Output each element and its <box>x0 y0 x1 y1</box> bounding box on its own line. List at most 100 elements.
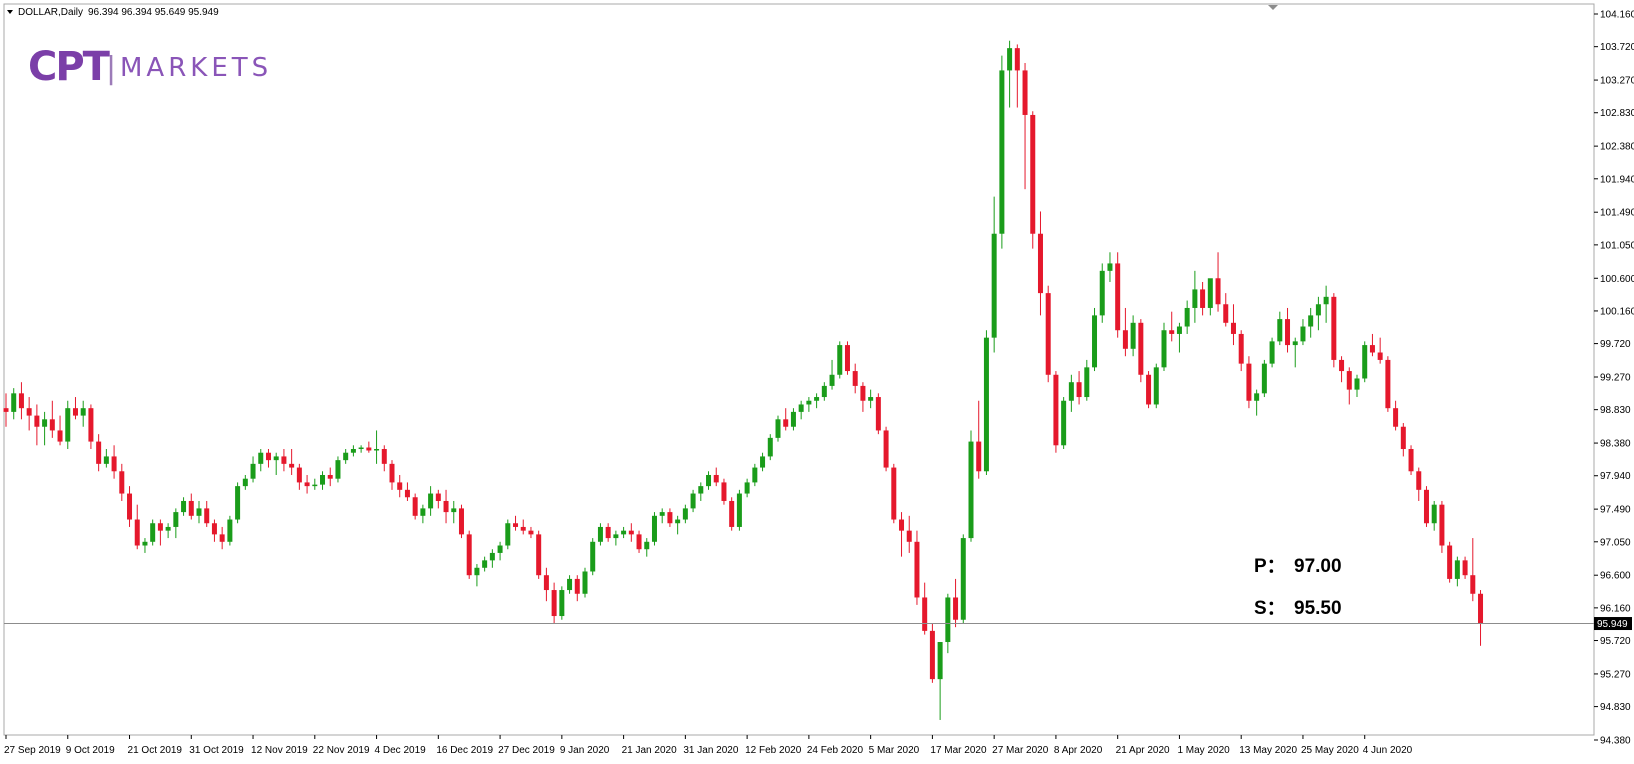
x-tick-label: 24 Feb 2020 <box>807 745 864 756</box>
candle-body <box>937 642 943 680</box>
x-tick-label: 21 Jan 2020 <box>622 745 677 756</box>
x-tick-label: 12 Nov 2019 <box>251 745 308 756</box>
candle-body <box>34 415 40 427</box>
candle-body <box>296 467 302 483</box>
candle-body <box>1146 374 1152 405</box>
candle-body <box>1462 560 1468 576</box>
candle-body <box>559 590 565 617</box>
candle-body <box>273 456 279 461</box>
candle-body <box>451 508 457 513</box>
y-tick-label: 98.830 <box>1600 405 1631 416</box>
chart-header: DOLLAR,Daily 96.394 96.394 95.649 95.949 <box>7 7 219 18</box>
candle-body <box>590 541 596 572</box>
candle-body <box>1215 278 1221 305</box>
candle-body <box>1315 304 1321 316</box>
candle-body <box>1308 315 1314 327</box>
candle-body <box>281 456 287 464</box>
candle-body <box>389 463 395 483</box>
candle-body <box>181 500 187 513</box>
y-tick-label: 97.490 <box>1600 505 1631 516</box>
candle-body <box>1408 449 1414 472</box>
triangle-down-icon[interactable] <box>7 10 13 14</box>
candle-body <box>1300 326 1306 342</box>
x-tick-label: 9 Oct 2019 <box>66 745 115 756</box>
candle-body <box>235 486 241 520</box>
candle-body <box>265 452 271 461</box>
candle-body <box>505 523 511 546</box>
candle-body <box>1007 48 1013 71</box>
candle-body <box>88 408 94 442</box>
candle-body <box>72 408 78 416</box>
candle-body <box>49 419 55 431</box>
candle-body <box>837 345 843 375</box>
candle-body <box>706 474 712 487</box>
ohlc-readout: 96.394 96.394 95.649 95.949 <box>88 7 219 18</box>
candle-body <box>690 493 696 509</box>
candle-body <box>659 512 665 516</box>
candle-body <box>227 519 233 542</box>
candle-body <box>953 597 959 620</box>
candle-body <box>536 534 542 576</box>
candle-body <box>899 519 905 531</box>
x-tick-label: 21 Apr 2020 <box>1116 745 1170 756</box>
candle-body <box>1130 322 1136 349</box>
logo: CPT | MARKETS <box>28 44 268 90</box>
candle-body <box>860 385 866 401</box>
candle-body <box>165 526 171 531</box>
candle-body <box>1192 289 1198 308</box>
candle-body <box>1362 345 1368 379</box>
y-tick-label: 94.380 <box>1600 736 1631 747</box>
candle-body <box>1292 341 1298 346</box>
candle-body <box>891 467 897 520</box>
candle-body <box>312 484 318 487</box>
candle-body <box>1431 504 1437 524</box>
candle-body <box>250 463 256 479</box>
candle-body <box>1037 233 1043 294</box>
y-tick-label: 99.720 <box>1600 339 1631 350</box>
candle-body <box>304 482 310 487</box>
candle-body <box>621 530 627 535</box>
x-tick-label: 22 Nov 2019 <box>313 745 370 756</box>
candle-body <box>574 578 580 594</box>
x-tick-label: 1 May 2020 <box>1177 745 1230 756</box>
candle-body <box>1269 341 1275 364</box>
candle-body <box>1223 304 1229 323</box>
candle-body <box>1014 48 1020 71</box>
candle-body <box>729 500 735 527</box>
candle-body <box>744 482 750 494</box>
logo-mark: CPT <box>28 44 111 90</box>
candle-body <box>790 411 796 427</box>
candle-body <box>103 456 109 464</box>
time-axis: 27 Sep 2019 9 Oct 2019 21 Oct 2019 31 Oct 2… <box>4 735 1413 756</box>
candle-body <box>1277 319 1283 342</box>
candle-body <box>682 508 688 520</box>
pivot-level: P： 97.00 <box>1254 556 1342 577</box>
x-tick-label: 12 Feb 2020 <box>745 745 802 756</box>
candle-body <box>188 500 194 516</box>
candle-body <box>806 400 812 405</box>
candles <box>3 40 1484 720</box>
candle-body <box>134 519 140 546</box>
plot-area <box>3 3 1595 736</box>
x-tick-label: 21 Oct 2019 <box>128 745 183 756</box>
candle-body <box>821 385 827 398</box>
candle-body <box>1138 322 1144 375</box>
scroll-marker-icon[interactable] <box>1268 5 1278 10</box>
candle-body <box>968 441 974 539</box>
candle-body <box>1030 114 1036 234</box>
candle-body <box>883 430 889 468</box>
candle-body <box>474 567 480 576</box>
y-tick-label: 97.940 <box>1600 471 1631 482</box>
x-tick-label: 27 Sep 2019 <box>4 745 61 756</box>
candle-body <box>929 630 935 680</box>
candle-body <box>605 526 611 539</box>
candle-body <box>381 449 387 464</box>
candle-body <box>1099 270 1105 316</box>
candle-body <box>466 534 472 576</box>
price-tag-bg <box>1594 617 1632 631</box>
candle-body <box>628 530 634 535</box>
candle-body <box>1045 293 1051 375</box>
candle-body <box>1161 330 1167 368</box>
candle-body <box>1207 278 1213 308</box>
candle-body <box>1153 367 1159 405</box>
